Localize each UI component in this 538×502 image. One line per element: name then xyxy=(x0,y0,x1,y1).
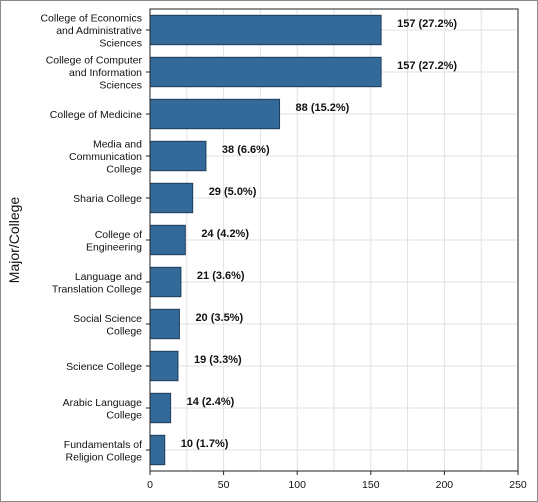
x-tick-label: 0 xyxy=(147,479,153,491)
x-tick-label: 100 xyxy=(288,479,306,491)
category-label: Fundamentals of Religion College xyxy=(64,439,142,464)
y-axis-title: Major/College xyxy=(6,197,22,284)
plot-frame xyxy=(149,8,519,472)
x-tick-label: 50 xyxy=(218,479,230,491)
category-label: College of Economics and Administrative Sc… xyxy=(40,13,142,50)
category-label: College of Medicine xyxy=(50,109,142,121)
x-tick-label: 150 xyxy=(362,479,380,491)
bar xyxy=(149,434,166,466)
data-label: 38 (6.6%) xyxy=(222,144,270,156)
category-label: Sharia College xyxy=(73,193,142,205)
bar xyxy=(149,98,281,130)
data-label: 19 (3.3%) xyxy=(194,354,242,366)
data-label: 14 (2.4%) xyxy=(187,396,235,408)
data-label: 10 (1.7%) xyxy=(181,438,229,450)
bar-layer xyxy=(149,14,382,466)
category-label: College of Engineering xyxy=(86,229,142,254)
data-label: 157 (27.2%) xyxy=(397,18,457,30)
data-label: 24 (4.2%) xyxy=(201,228,249,240)
x-tick-label: 250 xyxy=(509,479,527,491)
data-label: 157 (27.2%) xyxy=(397,60,457,72)
category-label: Media and Communication College xyxy=(69,139,142,176)
data-label: 20 (3.5%) xyxy=(195,312,243,324)
bar xyxy=(149,308,180,340)
category-label: Science College xyxy=(66,361,142,373)
data-label: 88 (15.2%) xyxy=(296,102,350,114)
bar xyxy=(149,140,207,172)
bar xyxy=(149,392,172,424)
bar xyxy=(149,224,186,256)
bar xyxy=(149,14,382,46)
category-label: Arabic Language College xyxy=(63,397,143,422)
bar xyxy=(149,350,179,382)
data-label: 29 (5.0%) xyxy=(209,186,257,198)
bar xyxy=(149,56,382,88)
category-label: Social Science College xyxy=(73,313,142,338)
label-layer: 0 50 100 150 200 250 College of Economics and A… xyxy=(40,13,526,492)
x-tick-label: 200 xyxy=(436,479,454,491)
data-label: 21 (3.6%) xyxy=(197,270,245,282)
bar xyxy=(149,182,194,214)
bar xyxy=(149,266,182,298)
category-label: Language and Translation College xyxy=(52,271,142,296)
category-label: College of Computer and Information Scienc… xyxy=(46,55,143,92)
